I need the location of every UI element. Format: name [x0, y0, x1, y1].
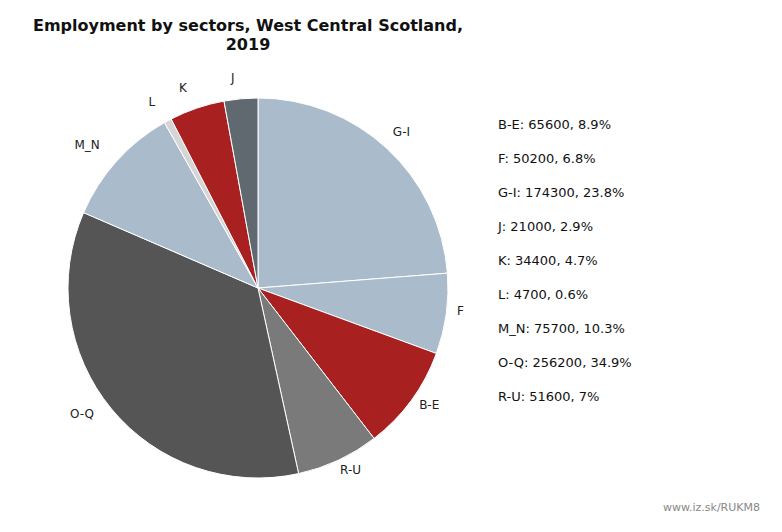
html-text:K: 34400, 4.7%: K: 34400, 4.7% — [498, 253, 598, 268]
html-text:R-U: 51600, 7%: R-U: 51600, 7% — [498, 389, 600, 404]
svg-text:F: F — [457, 304, 464, 318]
svg-text:L: L — [149, 95, 156, 109]
svg-text:O-Q: O-Q — [70, 407, 94, 421]
html-text:O-Q: 256200, 34.9%: O-Q: 256200, 34.9% — [498, 355, 632, 370]
svg-text:R-U: R-U — [340, 463, 361, 477]
svg-text:M_N: M_N — [74, 138, 99, 152]
html-text:www.iz.sk/RUKM8: www.iz.sk/RUKM8 — [663, 501, 760, 514]
svg-text:K: K — [179, 81, 188, 95]
html-text:F: 50200, 6.8%: F: 50200, 6.8% — [498, 151, 596, 166]
svg-text:B-E: B-E — [419, 398, 439, 412]
svg-text:G-I: G-I — [393, 125, 410, 139]
svg-text:J: J — [230, 71, 235, 85]
html-text:B-E: 65600, 8.9%: B-E: 65600, 8.9% — [498, 117, 611, 132]
html-text:G-I: 174300, 23.8%: G-I: 174300, 23.8% — [498, 185, 625, 200]
html-text:Employment by sectors, West Ce: Employment by sectors, West Central Scot… — [33, 16, 463, 54]
html-text:J: 21000, 2.9%: J: 21000, 2.9% — [498, 219, 593, 234]
html-text:L: 4700, 0.6%: L: 4700, 0.6% — [498, 287, 589, 302]
html-text:M_N: 75700, 10.3%: M_N: 75700, 10.3% — [498, 321, 625, 336]
